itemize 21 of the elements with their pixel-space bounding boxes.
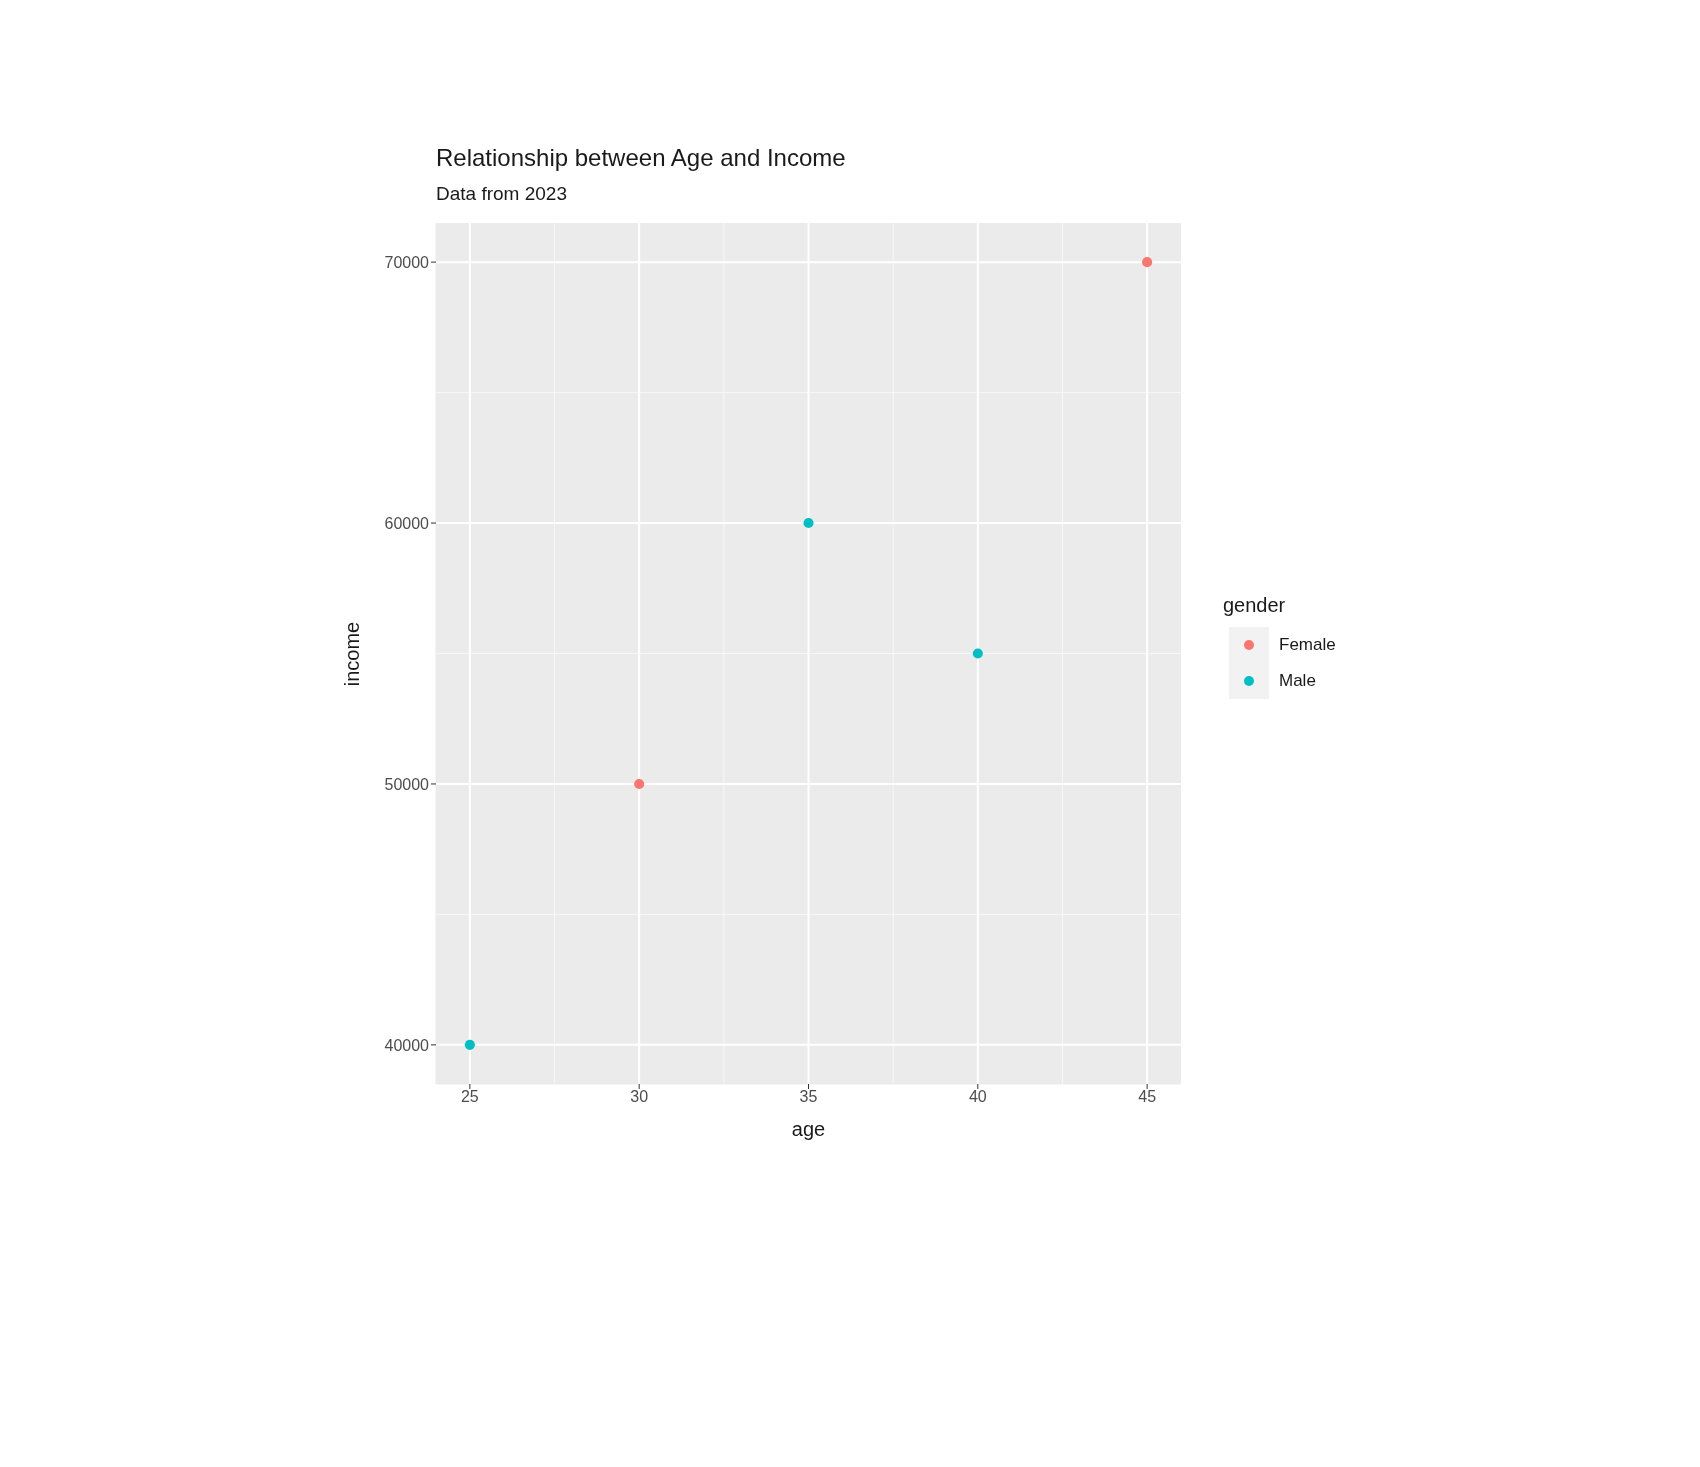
x-tick-label: 25: [460, 1088, 479, 1106]
y-tick-label: 40000: [384, 1036, 430, 1054]
y-tick-label: 60000: [384, 514, 430, 532]
chart-title: Relationship between Age and Income: [436, 144, 846, 172]
point: [464, 1039, 475, 1050]
point: [803, 518, 814, 529]
x-tick-label: 35: [799, 1088, 818, 1106]
x-tick-label: 40: [968, 1088, 987, 1106]
y-axis-title: income: [340, 621, 364, 686]
legend-label: Female: [1279, 634, 1336, 655]
point: [634, 778, 645, 789]
x-tick-label: 30: [630, 1088, 649, 1106]
chart-subtitle: Data from 2023: [436, 183, 567, 205]
legend-label: Male: [1279, 670, 1316, 691]
y-tick-label: 50000: [384, 775, 430, 793]
y-tick-label: 70000: [384, 253, 430, 271]
legend-title: gender: [1223, 593, 1287, 617]
x-tick-label: 45: [1138, 1088, 1157, 1106]
point: [972, 648, 983, 659]
point: [1142, 257, 1153, 268]
x-axis-title: age: [790, 1118, 827, 1141]
